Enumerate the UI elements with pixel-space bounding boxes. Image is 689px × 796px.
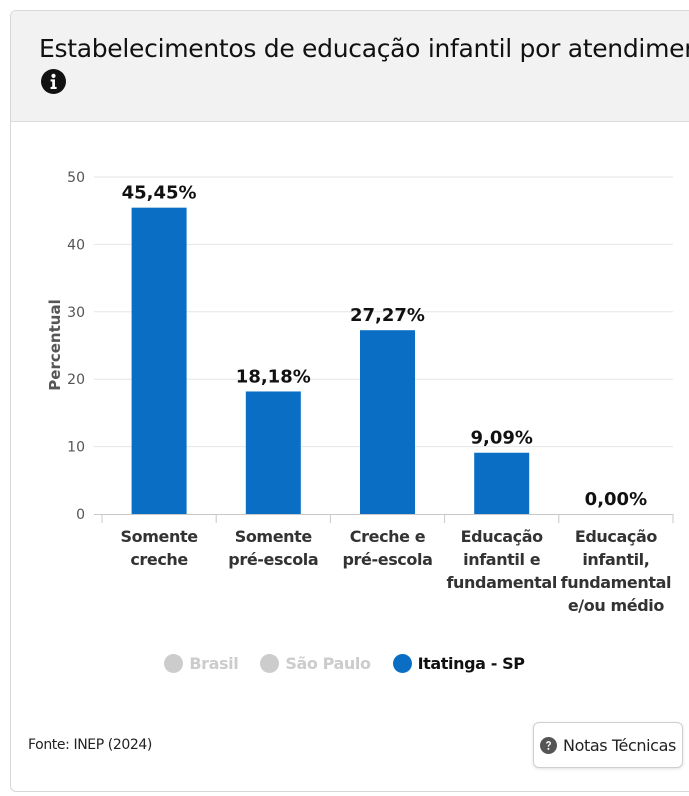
x-tick-label: fundamental — [446, 573, 556, 592]
x-tick-label: pré-escola — [343, 550, 433, 569]
y-tick-label: 20 — [67, 372, 85, 388]
bar — [360, 330, 415, 514]
chart-title: Estabelecimentos de educação infantil po… — [39, 34, 689, 63]
legend-marker — [392, 654, 412, 673]
bar — [474, 452, 530, 514]
y-axis-title: Percentual — [46, 299, 64, 390]
legend-item[interactable]: Itatinga - SP — [392, 654, 525, 673]
legend-label: Itatinga - SP — [417, 654, 525, 673]
x-tick-label: Educação — [575, 527, 658, 546]
legend-marker — [164, 654, 184, 673]
card-header: Estabelecimentos de educação infantil po… — [11, 11, 689, 122]
data-label: 9,09% — [470, 428, 532, 449]
data-label: 18,18% — [236, 366, 311, 387]
x-tick-label: creche — [130, 550, 188, 569]
legend-label: São Paulo — [285, 654, 371, 673]
legend-marker — [260, 654, 280, 673]
y-tick-label: 40 — [67, 237, 85, 253]
info-icon[interactable] — [41, 69, 66, 94]
y-tick-label: 30 — [67, 305, 85, 321]
x-tick-label: infantil, — [582, 550, 649, 569]
x-tick-label: pré-escola — [228, 550, 318, 569]
y-tick-label: 0 — [76, 507, 85, 523]
y-tick-label: 50 — [67, 170, 85, 186]
x-tick-label: Somente — [121, 527, 199, 546]
technical-notes-label: Notas Técnicas — [563, 735, 676, 755]
data-label: 45,45% — [122, 183, 197, 204]
data-label: 27,27% — [350, 305, 425, 326]
technical-notes-button[interactable]: Notas Técnicas — [533, 722, 683, 768]
chart-card: Estabelecimentos de educação infantil po… — [10, 10, 689, 792]
y-tick-label: 10 — [67, 440, 85, 456]
legend-label: Brasil — [189, 654, 239, 673]
x-tick-label: fundamental — [561, 573, 671, 592]
bar — [245, 391, 301, 514]
x-tick-label: Somente — [235, 527, 313, 546]
x-tick-label: e/ou médio — [568, 596, 665, 615]
legend-item[interactable]: São Paulo — [260, 654, 371, 673]
data-label: 0,00% — [585, 489, 647, 510]
legend-item[interactable]: Brasil — [164, 654, 239, 673]
x-tick-label: Creche e — [350, 527, 426, 546]
x-tick-label: infantil e — [463, 550, 541, 569]
x-tick-label: Educação — [461, 527, 544, 546]
chart-legend: Brasil São Paulo Itatinga - SP — [0, 654, 689, 673]
bar — [131, 207, 187, 515]
source-note: Fonte: INEP (2024) — [28, 737, 152, 753]
question-circle-icon — [540, 736, 558, 754]
